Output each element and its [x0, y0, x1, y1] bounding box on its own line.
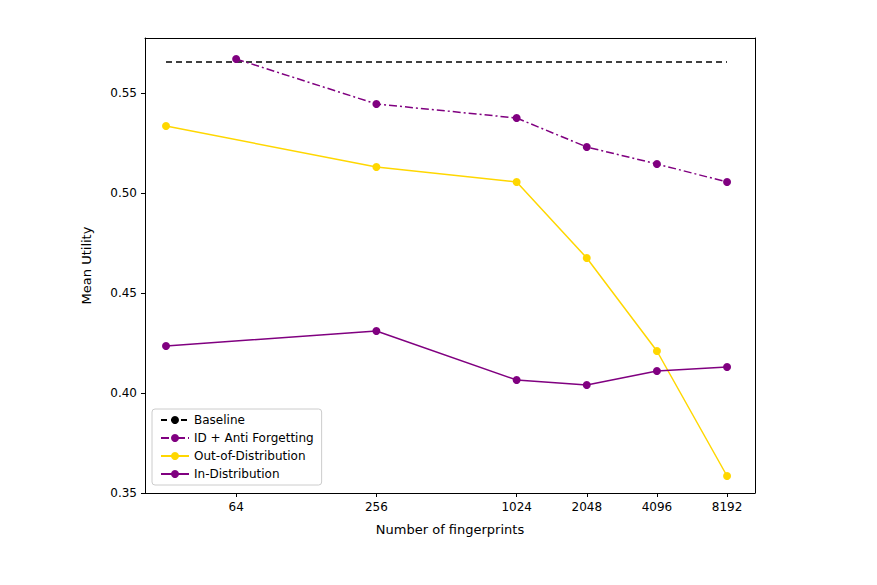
- svg-text:Number of fingerprints: Number of fingerprints: [376, 522, 525, 537]
- svg-text:8192: 8192: [712, 500, 743, 514]
- svg-text:0.40: 0.40: [110, 386, 137, 400]
- svg-text:0.50: 0.50: [110, 186, 137, 200]
- svg-text:4096: 4096: [642, 500, 673, 514]
- svg-text:2048: 2048: [572, 500, 603, 514]
- svg-text:Baseline: Baseline: [194, 413, 245, 427]
- svg-text:64: 64: [228, 500, 243, 514]
- svg-text:0.35: 0.35: [110, 486, 137, 500]
- svg-text:ID + Anti Forgetting: ID + Anti Forgetting: [194, 431, 314, 445]
- svg-text:In-Distribution: In-Distribution: [194, 467, 279, 481]
- svg-text:Out-of-Distribution: Out-of-Distribution: [194, 449, 306, 463]
- svg-text:Mean Utility: Mean Utility: [79, 226, 94, 304]
- svg-text:0.55: 0.55: [110, 86, 137, 100]
- svg-text:256: 256: [365, 500, 388, 514]
- svg-text:1024: 1024: [501, 500, 532, 514]
- svg-text:0.45: 0.45: [110, 286, 137, 300]
